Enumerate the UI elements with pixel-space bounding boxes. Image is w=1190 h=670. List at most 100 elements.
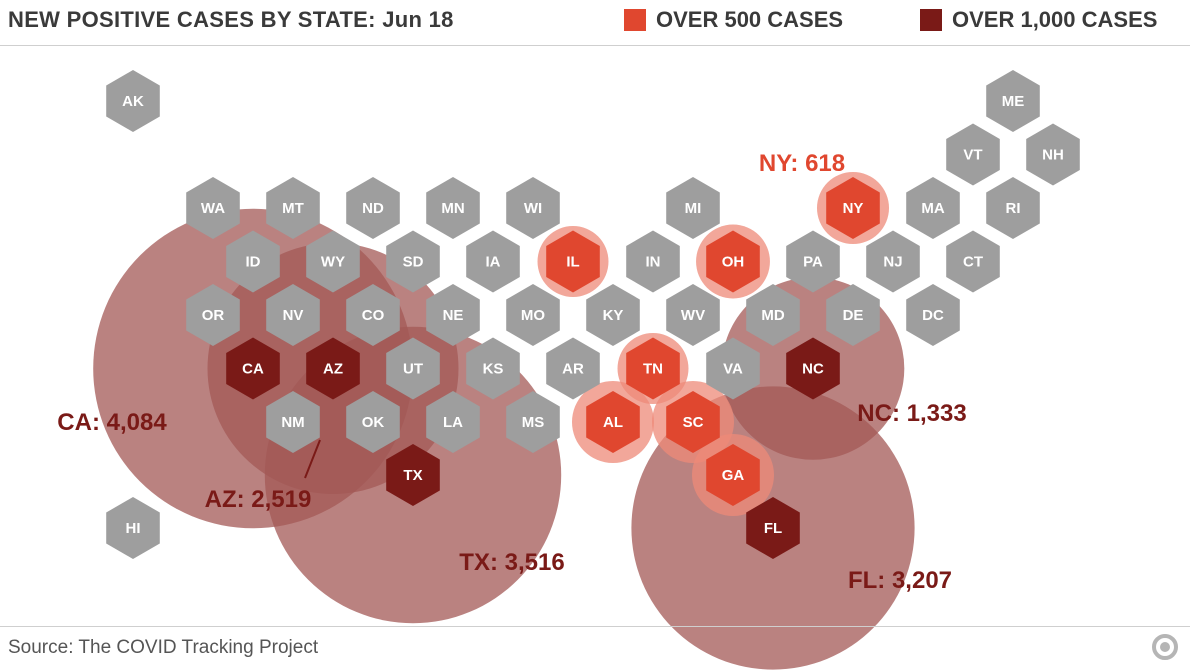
- state-hex-ar[interactable]: AR: [546, 337, 600, 400]
- state-hex-nd[interactable]: ND: [346, 177, 400, 239]
- state-hex-mt[interactable]: MT: [266, 177, 320, 239]
- case-callouts: NY: 618 CA: 4,084 AZ: 2,519 TX: 3,516 FL: 3,…: [57, 150, 966, 594]
- hex-label: FL: [764, 520, 782, 537]
- hex-label: OK: [362, 414, 385, 431]
- callout-ca: CA: 4,084: [57, 409, 167, 436]
- callout-fl: FL: 3,207: [848, 567, 952, 594]
- hex-label: MA: [921, 200, 944, 217]
- hex-label: MN: [441, 200, 464, 217]
- state-hex-az[interactable]: AZ: [306, 337, 360, 400]
- footer-divider: [0, 626, 1190, 627]
- hex-label: GA: [722, 467, 745, 484]
- state-hex-nv[interactable]: NV: [266, 284, 320, 346]
- state-hex-hi[interactable]: HI: [106, 497, 160, 559]
- state-hex-nm[interactable]: NM: [266, 391, 320, 453]
- hex-label: AK: [122, 93, 144, 110]
- state-hex-wv[interactable]: WV: [666, 284, 720, 346]
- hex-label: VA: [723, 361, 743, 378]
- state-hex-la[interactable]: LA: [426, 391, 480, 453]
- state-hex-il[interactable]: IL: [546, 230, 600, 293]
- hex-shape: [346, 391, 400, 453]
- legend-swatch-over-500: [624, 9, 646, 31]
- state-hex-nh[interactable]: NH: [1026, 123, 1080, 186]
- state-hex-al[interactable]: AL: [586, 391, 640, 453]
- state-hex-mn[interactable]: MN: [426, 177, 480, 239]
- hex-label: MI: [685, 200, 702, 217]
- hex-label: KY: [603, 307, 624, 324]
- hex-shape: [746, 497, 800, 559]
- state-hex-in[interactable]: IN: [626, 230, 680, 293]
- state-hex-pa[interactable]: PA: [786, 230, 840, 293]
- chart-title: NEW POSITIVE CASES BY STATE: Jun 18: [8, 7, 454, 32]
- hex-shape: [986, 70, 1040, 132]
- state-hex-ny[interactable]: NY: [826, 177, 880, 239]
- hex-shape: [946, 123, 1000, 186]
- state-hex-fl[interactable]: FL: [746, 497, 800, 559]
- state-hex-ks[interactable]: KS: [466, 337, 520, 400]
- state-hex-ct[interactable]: CT: [946, 230, 1000, 293]
- hex-label: CO: [362, 307, 385, 324]
- hex-label: NE: [443, 307, 464, 324]
- state-hex-dc[interactable]: DC: [906, 284, 960, 346]
- state-hex-de[interactable]: DE: [826, 284, 880, 346]
- hex-label: CA: [242, 361, 264, 378]
- state-hex-ca[interactable]: CA: [226, 337, 280, 400]
- hex-shape: [826, 284, 880, 346]
- state-hex-mi[interactable]: MI: [666, 177, 720, 239]
- hex-shape: [666, 391, 720, 453]
- hex-label: DE: [843, 307, 864, 324]
- state-hex-ky[interactable]: KY: [586, 284, 640, 346]
- state-hex-ok[interactable]: OK: [346, 391, 400, 453]
- hex-label: KS: [483, 361, 504, 378]
- hex-shape: [706, 444, 760, 506]
- state-hex-ak[interactable]: AK: [106, 70, 160, 132]
- callout-tx: TX: 3,516: [459, 549, 564, 576]
- state-hex-me[interactable]: ME: [986, 70, 1040, 132]
- hex-label: HI: [126, 520, 141, 537]
- legend-swatch-over-1000: [920, 9, 942, 31]
- state-hex-ga[interactable]: GA: [706, 444, 760, 506]
- state-hex-ut[interactable]: UT: [386, 337, 440, 400]
- state-hex-wy[interactable]: WY: [306, 230, 360, 293]
- hex-shape: [346, 177, 400, 239]
- state-hex-md[interactable]: MD: [746, 284, 800, 346]
- hex-label: NM: [281, 414, 304, 431]
- hex-shape: [986, 177, 1040, 239]
- state-hex-ms[interactable]: MS: [506, 391, 560, 453]
- state-hex-mo[interactable]: MO: [506, 284, 560, 346]
- hex-shape: [546, 337, 600, 400]
- hex-shape: [906, 284, 960, 346]
- hex-shape: [106, 70, 160, 132]
- legend-over-1000: OVER 1,000 CASES: [920, 7, 1157, 33]
- state-hex-vt[interactable]: VT: [946, 123, 1000, 186]
- state-hex-id[interactable]: ID: [226, 230, 280, 293]
- hex-shape: [106, 497, 160, 559]
- hex-shape: [226, 337, 280, 400]
- state-hex-ri[interactable]: RI: [986, 177, 1040, 239]
- state-hex-va[interactable]: VA: [706, 337, 760, 400]
- state-hex-sc[interactable]: SC: [666, 391, 720, 453]
- hex-shape: [586, 284, 640, 346]
- state-hex-ne[interactable]: NE: [426, 284, 480, 346]
- state-hex-sd[interactable]: SD: [386, 230, 440, 293]
- state-hex-tx[interactable]: TX: [386, 444, 440, 506]
- state-hex-nj[interactable]: NJ: [866, 230, 920, 293]
- state-hex-tn[interactable]: TN: [626, 337, 680, 400]
- state-hex-wi[interactable]: WI: [506, 177, 560, 239]
- hex-label: RI: [1006, 200, 1021, 217]
- state-hex-ia[interactable]: IA: [466, 230, 520, 293]
- state-hex-wa[interactable]: WA: [186, 177, 240, 239]
- state-hex-ma[interactable]: MA: [906, 177, 960, 239]
- state-hex-oh[interactable]: OH: [706, 230, 760, 293]
- hex-label: NV: [283, 307, 304, 324]
- state-hex-co[interactable]: CO: [346, 284, 400, 346]
- hex-shape: [586, 391, 640, 453]
- hex-shape: [826, 177, 880, 239]
- hex-label: TN: [643, 361, 663, 378]
- hex-shape: [946, 230, 1000, 293]
- hex-label: UT: [403, 361, 423, 378]
- state-hex-or[interactable]: OR: [186, 284, 240, 346]
- state-hex-nc[interactable]: NC: [786, 337, 840, 400]
- hex-label: AL: [603, 414, 623, 431]
